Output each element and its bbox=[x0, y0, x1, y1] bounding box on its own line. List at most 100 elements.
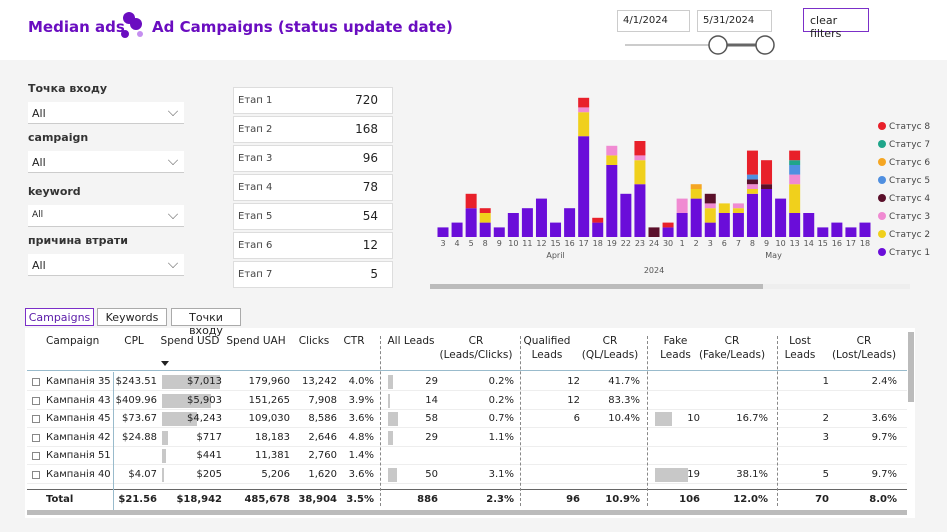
bar-segment bbox=[550, 222, 562, 237]
table-cell: 9.7% bbox=[871, 431, 897, 443]
table-cell: 58 bbox=[425, 413, 438, 424]
table-cell: 1 bbox=[822, 376, 829, 387]
filter-dropdown[interactable]: All bbox=[28, 102, 184, 124]
stage-card bbox=[233, 232, 393, 259]
column-header[interactable]: CPL bbox=[124, 335, 144, 347]
column-header[interactable]: Fake Leads bbox=[660, 335, 691, 361]
filter-dropdown[interactable]: All bbox=[28, 151, 184, 173]
stage-value: 720 bbox=[355, 93, 378, 107]
x-tick-label: 9 bbox=[764, 239, 769, 248]
stage-value: 78 bbox=[362, 180, 378, 194]
table-cell: Кампанія 43 bbox=[46, 394, 111, 406]
table-cell: 10.4% bbox=[608, 413, 640, 424]
table-cell: 5,206 bbox=[261, 468, 290, 480]
bar-segment bbox=[789, 184, 801, 213]
table-cell: 3.9% bbox=[348, 394, 374, 406]
column-header[interactable]: CR (QL/Leads) bbox=[581, 335, 639, 361]
tab[interactable]: Keywords bbox=[97, 308, 167, 326]
x-tick-label: 14 bbox=[804, 239, 814, 248]
data-bar bbox=[162, 449, 166, 463]
x-tick-label: 1 bbox=[680, 239, 685, 248]
column-header[interactable]: Campaign bbox=[46, 335, 100, 347]
total-cell: 8.0% bbox=[869, 494, 897, 505]
bar-segment bbox=[578, 97, 590, 108]
tab[interactable]: Точки входу bbox=[171, 308, 241, 337]
table-cell: 18,183 bbox=[255, 431, 290, 443]
bar-segment bbox=[493, 227, 505, 237]
bar-segment bbox=[845, 227, 857, 237]
bar-segment bbox=[746, 189, 758, 194]
column-header[interactable]: Lost Leads bbox=[784, 335, 816, 361]
bar-segment bbox=[648, 227, 660, 237]
stage-card bbox=[233, 261, 393, 288]
filter-dropdown[interactable]: All bbox=[28, 254, 184, 276]
bar-segment bbox=[690, 189, 702, 199]
legend-label: Статус 3 bbox=[889, 212, 930, 222]
table-cell: Кампанія 51 bbox=[46, 450, 111, 461]
column-header[interactable]: CR (Lost/Leads) bbox=[831, 335, 897, 361]
table-cell: 5 bbox=[822, 468, 829, 480]
bar-segment bbox=[789, 213, 801, 237]
legend-swatch bbox=[878, 230, 886, 238]
filter-label: Точка входу bbox=[28, 82, 107, 95]
legend-swatch bbox=[878, 140, 886, 148]
table-cell: 8,586 bbox=[308, 413, 337, 424]
table-cell: 1,620 bbox=[308, 468, 337, 480]
column-separator bbox=[777, 336, 778, 506]
table-cell: 179,960 bbox=[248, 376, 290, 387]
date-from[interactable]: 4/1/2024 bbox=[617, 10, 690, 32]
column-header[interactable]: CR (Leads/Clicks) bbox=[439, 335, 513, 361]
data-bar bbox=[162, 412, 198, 426]
data-bar bbox=[388, 412, 398, 426]
bar-segment bbox=[564, 208, 576, 237]
bar-segment bbox=[746, 193, 758, 237]
bar-segment bbox=[761, 189, 773, 237]
date-slider[interactable] bbox=[615, 32, 785, 58]
x-tick-label: 19 bbox=[607, 239, 617, 248]
bar-segment bbox=[690, 198, 702, 237]
total-cell: 106 bbox=[679, 494, 700, 505]
x-tick-label: 9 bbox=[497, 239, 502, 248]
month-label: May bbox=[765, 251, 782, 260]
column-header[interactable]: CR (Fake/Leads) bbox=[698, 335, 766, 361]
column-header[interactable]: Spend USD bbox=[160, 335, 220, 347]
legend-swatch bbox=[878, 158, 886, 166]
bar-segment bbox=[690, 184, 702, 189]
clear-filters-button[interactable]: clear filters bbox=[803, 8, 869, 40]
bar-segment bbox=[676, 213, 688, 237]
data-bar bbox=[162, 467, 164, 482]
bar-segment bbox=[620, 193, 632, 237]
column-header[interactable]: Spend UAH bbox=[226, 335, 286, 347]
legend-swatch bbox=[878, 194, 886, 202]
filter-dropdown[interactable]: All bbox=[28, 205, 184, 227]
column-header[interactable]: CTR bbox=[343, 335, 365, 347]
bar-segment bbox=[732, 208, 744, 213]
bar-segment bbox=[606, 145, 618, 156]
stage-label: Етап 3 bbox=[238, 153, 273, 164]
bar-segment bbox=[789, 165, 801, 175]
date-to[interactable]: 5/31/2024 bbox=[697, 10, 772, 32]
column-header[interactable]: Qualified Leads bbox=[523, 335, 571, 361]
table-cell: 12 bbox=[567, 376, 580, 387]
column-header[interactable]: All Leads bbox=[387, 335, 435, 347]
stage-card bbox=[233, 116, 393, 143]
table-cell: $243.51 bbox=[115, 376, 157, 387]
data-bar bbox=[388, 430, 393, 445]
bar-segment bbox=[507, 213, 519, 237]
bar-segment bbox=[465, 208, 477, 237]
header-rule bbox=[27, 370, 907, 371]
bar-segment bbox=[606, 155, 618, 165]
tab[interactable]: Campaigns bbox=[25, 308, 94, 326]
total-cell: 2.3% bbox=[486, 494, 514, 505]
bar-segment bbox=[676, 198, 688, 213]
x-tick-label: 5 bbox=[469, 239, 474, 248]
bar-segment bbox=[634, 160, 646, 185]
column-header[interactable]: Clicks bbox=[298, 335, 330, 347]
total-cell: $21.56 bbox=[118, 494, 157, 505]
x-tick-label: 22 bbox=[621, 239, 631, 248]
status-chart: 3 4 5 8 9 10 11 12 15 16 17 18 19 22 23 24 30 1 2 3 6 7 8 9 10 13… bbox=[437, 97, 930, 275]
table-scroll bbox=[27, 510, 907, 515]
total-cell: 886 bbox=[417, 494, 438, 505]
x-tick-label: 2 bbox=[694, 239, 699, 248]
